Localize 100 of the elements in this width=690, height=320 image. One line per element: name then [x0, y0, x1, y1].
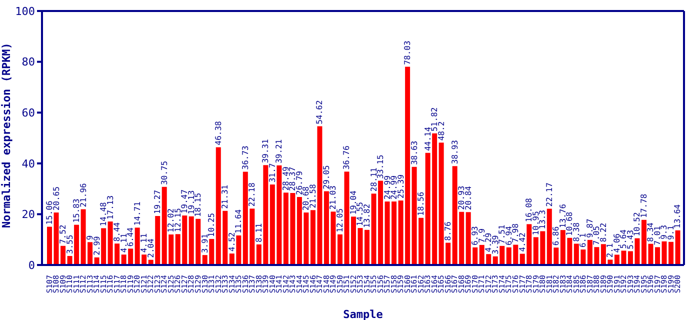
data-label: 19.13	[186, 190, 196, 214]
data-label: 3.55	[65, 234, 74, 254]
bar	[675, 230, 680, 265]
data-label: 28.37	[288, 166, 298, 191]
data-label: 14.71	[132, 201, 142, 226]
data-label: 4.52	[227, 232, 236, 252]
data-label: 2.1	[606, 243, 615, 258]
data-label: 31.7	[268, 163, 277, 182]
data-label: 8.44	[112, 222, 122, 242]
bar	[668, 242, 674, 265]
data-label: 12.02	[166, 208, 176, 232]
data-label: 78.03	[403, 40, 412, 65]
data-label: 4.29	[484, 232, 494, 252]
data-label: 6.86	[552, 226, 561, 246]
data-label: 33.15	[376, 154, 386, 179]
data-label: 7.01	[652, 226, 662, 246]
data-label: 5.64	[619, 229, 628, 249]
data-label: 12.15	[173, 208, 182, 232]
data-label: 36.76	[342, 145, 352, 170]
data-label: 14.48	[99, 202, 108, 226]
data-label: 36.73	[240, 145, 250, 170]
data-label: 19.47	[180, 189, 190, 214]
data-label: 26.79	[294, 170, 304, 195]
data-label: 29.05	[322, 164, 331, 190]
data-label: 18.15	[194, 192, 203, 217]
data-label: 10.95	[531, 210, 540, 236]
data-label: 13.3	[538, 210, 548, 230]
data-label: 8.34	[646, 222, 656, 242]
data-label: 15.83	[72, 198, 82, 223]
data-label: 21.96	[78, 182, 88, 208]
data-label: 16.08	[524, 198, 534, 222]
data-label: 10.68	[565, 212, 574, 236]
y-tick-label: 20	[22, 208, 35, 222]
data-label: 28.11	[369, 167, 378, 192]
data-label: 8.11	[254, 222, 264, 242]
bar	[47, 226, 52, 265]
data-label: 12.05	[335, 208, 344, 232]
data-label: 6.44	[126, 227, 136, 247]
data-label: 48.2	[436, 121, 446, 141]
data-label: 19.27	[153, 190, 162, 214]
data-label: 7.51	[498, 224, 507, 244]
data-label: 7.98	[511, 223, 520, 243]
data-label: 6.1	[578, 232, 588, 248]
data-label: 5.43	[626, 230, 635, 250]
data-label: 15.06	[45, 200, 54, 225]
data-label: 2.04	[146, 238, 156, 258]
data-label: 30.75	[160, 160, 169, 185]
data-label: 39.31	[261, 138, 270, 164]
data-label: 38.63	[410, 140, 419, 165]
data-label: 13.76	[558, 204, 568, 228]
data-label: 4.11	[119, 233, 128, 253]
data-label: 24.99	[390, 175, 399, 200]
data-label: 2.99	[92, 236, 102, 256]
y-tick-label: 40	[22, 157, 35, 170]
data-label: 17.13	[106, 195, 115, 220]
data-label: 9	[86, 235, 95, 240]
data-label: 24.99	[382, 175, 392, 200]
y-tick-label: 0	[28, 258, 35, 272]
data-label: 13.64	[673, 204, 682, 228]
y-tick-label: 80	[22, 56, 35, 69]
data-label: 8.38	[572, 222, 581, 242]
y-tick-label: 100	[15, 4, 35, 18]
data-label: 18.56	[416, 192, 426, 216]
data-label: 7.9	[477, 228, 486, 243]
data-label: 25.39	[396, 174, 406, 199]
data-label: 10.25	[207, 212, 216, 237]
data-label: 6.94	[504, 226, 514, 246]
data-label: 46.38	[214, 120, 223, 146]
data-label: 20.84	[464, 186, 473, 210]
data-label: 13.82	[362, 204, 372, 228]
data-label: 20.68	[302, 186, 311, 210]
data-label: 38.93	[450, 140, 460, 164]
data-label: 9.3	[660, 224, 669, 240]
data-label: 22.17	[544, 182, 554, 207]
data-label: 6.93	[470, 226, 480, 246]
y-tick-label: 60	[22, 106, 35, 120]
data-label: 8.76	[444, 221, 453, 241]
data-label: 8.22	[598, 222, 608, 242]
data-label: 10.52	[632, 212, 642, 236]
data-label: 21.31	[220, 184, 230, 209]
data-label: 54.62	[315, 100, 324, 124]
data-label: 4.42	[518, 232, 527, 252]
data-label: 44.14	[423, 126, 432, 151]
data-label: 21.03	[328, 185, 338, 210]
data-label: 17.78	[639, 194, 648, 218]
data-label: 20.93	[457, 186, 466, 210]
data-label: 20.65	[52, 186, 61, 211]
data-label: 11.64	[234, 209, 244, 234]
bar	[351, 216, 356, 265]
data-label: 22.18	[248, 182, 257, 207]
data-label: 39.21	[274, 139, 284, 164]
data-label: 7.52	[58, 224, 68, 244]
data-label: 3.39	[490, 234, 500, 254]
data-label: 9.87	[585, 218, 594, 238]
data-label: 4.11	[140, 233, 149, 253]
y-axis-title: Normalized expression (RPKM)	[0, 42, 13, 228]
data-label: 14.55	[356, 202, 365, 226]
data-label: 3.91	[200, 234, 210, 254]
data-label: 7.05	[592, 226, 602, 246]
x-axis-title: Sample	[343, 308, 384, 320]
